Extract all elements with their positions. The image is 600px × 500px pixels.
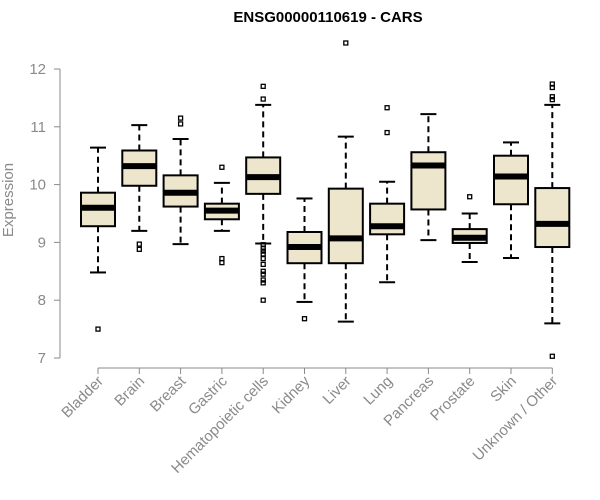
box-bladder <box>80 146 116 332</box>
box-hematopoietic-cells <box>245 83 282 303</box>
x-tick-label: Brain <box>111 373 148 410</box>
outlier-point <box>260 255 266 262</box>
outlier-point <box>260 297 266 303</box>
box-lung <box>369 105 406 284</box>
outlier-point <box>384 105 390 111</box>
outlier-point <box>260 280 266 286</box>
y-tick-label: 10 <box>29 177 46 194</box>
y-tick-label: 11 <box>30 119 46 136</box>
outlier-point <box>260 248 266 254</box>
iqr-box <box>369 202 406 236</box>
x-tick-label: Kidney <box>269 372 314 417</box>
box-liver <box>327 40 364 323</box>
outlier-point <box>260 261 266 268</box>
outlier-point <box>260 277 266 283</box>
outlier-point <box>95 326 101 332</box>
outlier-point <box>301 316 308 322</box>
box-gastric <box>203 164 240 266</box>
box-skin <box>493 141 529 260</box>
outlier-point <box>177 121 184 127</box>
iqr-box <box>410 151 447 211</box>
outlier-point <box>260 96 266 102</box>
outlier-point <box>136 241 142 247</box>
x-tick-label: Prostate <box>427 373 479 425</box>
outlier-point <box>260 268 266 274</box>
iqr-box <box>534 187 571 249</box>
boxes-group <box>80 40 571 359</box>
y-tick-label: 8 <box>38 292 46 309</box>
outlier-point <box>260 83 266 89</box>
outlier-point <box>467 194 473 200</box>
chart-title: ENSG00000110619 - CARS <box>233 9 422 26</box>
outlier-point <box>136 246 142 252</box>
outlier-point <box>549 94 555 100</box>
x-tick-label: Breast <box>147 372 190 415</box>
box-prostate <box>451 194 488 264</box>
outlier-point <box>260 271 266 277</box>
box-unknown-other <box>534 81 571 359</box>
outlier-point <box>260 245 266 251</box>
y-tick-label: 7 <box>38 350 46 367</box>
outlier-point <box>549 96 555 103</box>
box-pancreas <box>410 113 447 242</box>
outlier-point <box>343 40 349 46</box>
outlier-point <box>549 353 555 359</box>
outlier-point <box>549 84 555 91</box>
box-kidney <box>286 197 323 322</box>
box-brain <box>121 124 158 252</box>
box-breast <box>162 115 199 246</box>
outlier-point <box>260 251 266 257</box>
outlier-point <box>177 115 184 121</box>
iqr-box <box>327 187 364 265</box>
iqr-box <box>493 154 529 206</box>
y-tick-label: 9 <box>38 234 46 251</box>
x-tick-label: Bladder <box>58 373 107 422</box>
x-tick-label: Lung <box>360 373 396 409</box>
y-axis-label: Expression <box>0 163 17 237</box>
outlier-point <box>384 129 390 136</box>
outlier-point <box>219 259 225 266</box>
x-tick-label: Liver <box>320 373 355 408</box>
x-tick-label: Skin <box>487 373 520 406</box>
y-axis: 7 8 9 10 11 12 <box>29 61 61 367</box>
outlier-point <box>219 164 225 170</box>
y-tick-label: 12 <box>29 61 46 78</box>
